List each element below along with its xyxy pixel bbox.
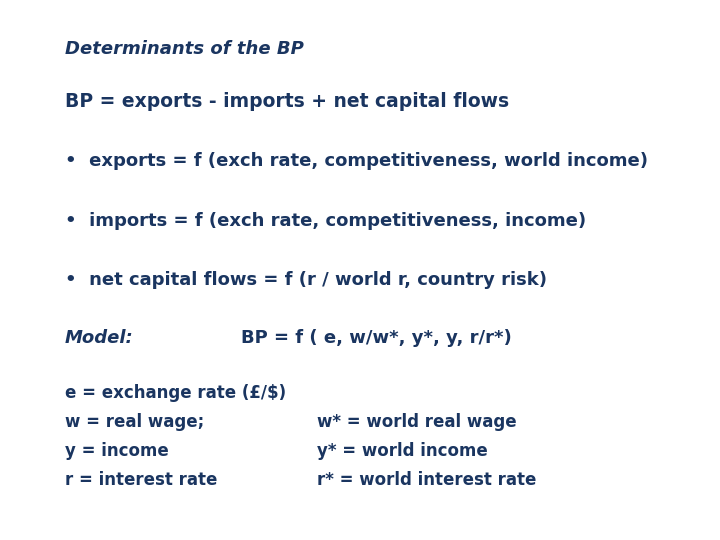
Text: •  exports = f (exch rate, competitiveness, world income): • exports = f (exch rate, competitivenes… bbox=[65, 152, 648, 170]
Text: •  net capital flows = f (r / world r, country risk): • net capital flows = f (r / world r, co… bbox=[65, 271, 546, 289]
Text: r* = world interest rate: r* = world interest rate bbox=[317, 471, 536, 489]
Text: y = income: y = income bbox=[65, 442, 168, 460]
Text: •  imports = f (exch rate, competitiveness, income): • imports = f (exch rate, competitivenes… bbox=[65, 212, 586, 230]
Text: y* = world income: y* = world income bbox=[317, 442, 487, 460]
Text: Model:: Model: bbox=[65, 329, 133, 347]
Text: w = real wage;: w = real wage; bbox=[65, 413, 204, 431]
Text: e = exchange rate (£/$): e = exchange rate (£/$) bbox=[65, 384, 286, 402]
Text: w* = world real wage: w* = world real wage bbox=[317, 413, 516, 431]
Text: Determinants of the BP: Determinants of the BP bbox=[65, 40, 304, 58]
Text: r = interest rate: r = interest rate bbox=[65, 471, 217, 489]
Text: BP = f ( e, w/w*, y*, y, r/r*): BP = f ( e, w/w*, y*, y, r/r*) bbox=[241, 329, 512, 347]
Text: BP = exports - imports + net capital flows: BP = exports - imports + net capital flo… bbox=[65, 92, 509, 111]
